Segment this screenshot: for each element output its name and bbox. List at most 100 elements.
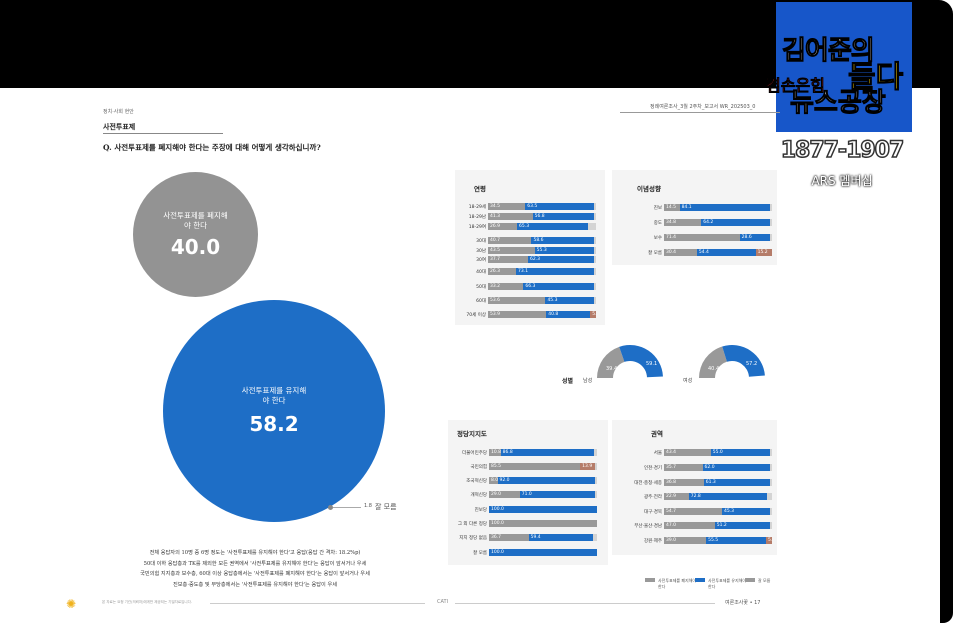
party-title: 정당지지도: [457, 430, 487, 438]
female-abolish-value: 40.4: [708, 366, 720, 372]
party_rows-segment-d: [595, 477, 597, 484]
abolish-label: 사전투표제를 폐지해야 한다: [163, 210, 228, 230]
logo-line1: 김어준의: [782, 36, 876, 67]
footer-notice: 본 자료는 요청 기관(의뢰처)에게만 제공되는 기밀자료입니다.: [102, 600, 192, 604]
age_rows-segment-d: [594, 247, 596, 254]
region_rows-segment-d: [770, 522, 772, 529]
footer-divider-right: [455, 603, 715, 604]
female-keep-arc: [722, 345, 765, 377]
legend-swatch-keep: [695, 578, 705, 582]
section-title: 사전투표제: [103, 123, 136, 131]
age_rows-segment-a: 37.7: [488, 256, 528, 263]
age_rows-segment-a: 33.2: [488, 283, 524, 290]
region_rows-segment-k: 55.0: [710, 449, 770, 456]
age_rows-segment-d: [594, 237, 596, 244]
right-black-edge: [940, 20, 953, 623]
female-donut: [699, 345, 765, 378]
ideology_rows-row-label: 보수: [653, 236, 662, 241]
region_rows-row-label: 인천·경기: [644, 466, 662, 471]
age_rows-row-label: 70세 이상: [466, 313, 486, 318]
region_rows-segment-a: 47.0: [664, 522, 715, 529]
legend-keep: 사전투표제를 유지해야 한다: [695, 578, 748, 590]
keep-bubble: 사전투표제를 유지해야 한다 58.2: [163, 300, 385, 522]
sun-logo-icon: ✺: [66, 597, 77, 611]
logo-line2b: 들다: [847, 60, 904, 96]
legend-swatch-abolish: [645, 578, 655, 582]
age_rows-segment-d: [594, 283, 596, 290]
male-abolish-value: 39.4: [606, 366, 618, 372]
age_rows-bar: 37.7 62.3: [488, 256, 596, 263]
region_rows-bar: 54.7 45.3: [664, 508, 772, 515]
age_rows-row-label: 18-29여: [468, 225, 486, 230]
ideology_rows-segment-k: 54.4: [696, 249, 756, 256]
region_rows-segment-d: [770, 508, 772, 515]
footer-page: 여론조사꽃 • 17: [725, 600, 761, 606]
legend-text-abolish: 사전투표제를 폐지해야 한다: [658, 578, 697, 589]
age_rows-bar: 53.940.85.3: [488, 311, 596, 318]
age_rows-row-label: 50대: [476, 285, 486, 290]
logo-line2a: 겸손은힘: [766, 76, 825, 96]
region_rows-row-label: 강원·제주: [644, 539, 662, 544]
age_rows-segment-d: [593, 213, 596, 220]
age_rows-segment-d: [594, 297, 596, 304]
female-keep-value: 57.2: [746, 361, 758, 367]
legend-abolish: 사전투표제를 폐지해야 한다: [645, 578, 698, 590]
male-keep-value: 59.1: [646, 361, 658, 367]
party_rows-bar: 100.0: [489, 549, 597, 556]
party_rows-bar: 8.0 92.0: [489, 477, 597, 484]
region_rows-bar: 36.8 61.3: [664, 479, 772, 486]
region_rows-bar: 35.7 62.0: [664, 464, 772, 471]
region_rows-segment-k: 55.5: [706, 537, 767, 544]
channel-logo: 김어준의 들다 뉴스공장 겸손은힘: [766, 2, 912, 132]
party_rows-segment-k: 59.4: [528, 534, 593, 541]
ideology_rows-bar: 14.5 84.1: [664, 204, 772, 211]
male-abolish-arc: [597, 346, 625, 378]
age_rows-row-label: 40대: [476, 270, 486, 275]
footer-divider-left: [210, 603, 425, 604]
age_rows-bar: 33.2 66.3: [488, 283, 596, 290]
male-label: 남성: [583, 378, 593, 384]
legend-swatch-dontknow: [745, 578, 755, 582]
age_rows-segment-a: 34.5: [488, 203, 526, 210]
survey-question: Q. 사전투표제를 폐지해야 한다는 주장에 대해 어떻게 생각하십니까?: [103, 143, 321, 152]
party_rows-segment-d: [595, 463, 597, 470]
ideology_rows-segment-a: 34.8: [664, 219, 702, 226]
party_rows-segment-k: 71.0: [519, 491, 595, 498]
dontknow-leader-line: [333, 507, 361, 508]
region_rows-row-label: 대구·경북: [644, 510, 662, 515]
dontknow-label: 잘 모름: [375, 503, 397, 511]
abolish-bubble: 사전투표제를 폐지해야 한다 40.0: [133, 172, 258, 297]
age_rows-row-label: 18-29세: [468, 205, 486, 210]
ideology_rows-segment-a: 14.5: [664, 204, 680, 211]
male-donut: [597, 345, 663, 378]
dontknow-dot: [328, 505, 333, 510]
region-title: 권역: [651, 430, 663, 438]
age_rows-row-label: 30대: [476, 239, 486, 244]
region_rows-bar: 43.4 55.0: [664, 449, 772, 456]
age_rows-segment-a: 26.9: [488, 223, 518, 230]
document-header: 정례여론조사_3월 2주차_보고서 WR_202503_0: [650, 104, 756, 110]
logo-line3: 뉴스공장: [790, 88, 887, 119]
age_rows-segment-k: 65.3: [517, 223, 588, 230]
party_rows-segment-d: [595, 491, 597, 498]
age_rows-row-label: 30남: [476, 249, 486, 254]
party_rows-row-label: 진보당: [474, 508, 487, 513]
region_rows-row-label: 부산·울산·경남: [634, 524, 662, 529]
ideology_rows-row-label: 잘 모름: [648, 251, 662, 256]
party_rows-row-label: 조국혁신당: [466, 479, 487, 484]
party_rows-segment-d: [592, 534, 597, 541]
female-abolish-arc: [699, 346, 727, 378]
region_rows-segment-o: 5.5: [766, 537, 772, 544]
age_rows-bar: 43.5 55.3: [488, 247, 596, 254]
region_rows-row-label: 서울: [653, 451, 662, 456]
age_rows-segment-d: [594, 268, 596, 275]
region_rows-segment-d: [769, 464, 772, 471]
party_rows-segment-d: [594, 449, 597, 456]
age_rows-segment-d: [587, 223, 596, 230]
party_rows-row-label: 더불어민주당: [462, 451, 487, 456]
ideology_rows-segment-d: [770, 219, 772, 226]
region_rows-segment-a: 54.7: [664, 508, 722, 515]
age_rows-bar: 26.3 73.1: [488, 268, 596, 275]
keep-value: 58.2: [249, 412, 299, 436]
region_rows-segment-d: [769, 479, 772, 486]
